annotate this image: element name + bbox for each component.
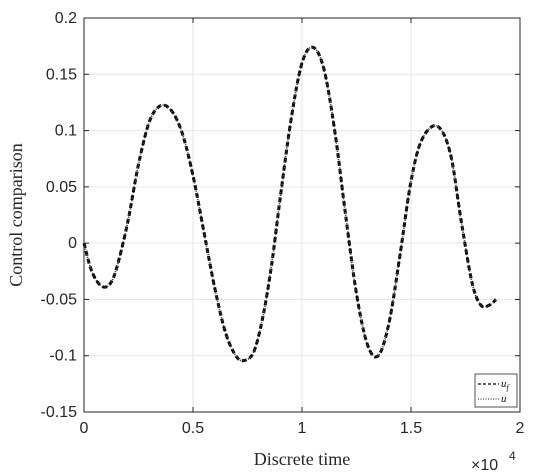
legend: uf u [474,373,518,408]
series-line-u [83,46,497,362]
x-exponent-base: ×10 [471,457,498,474]
ticks: 0 0.5 1 1.5 2 -0.15 -0.1 -0.05 0 0.05 0.1 0.15 0.2 [41,10,525,437]
legend-label-uf-sub: f [507,383,511,392]
x-tick-label: 1 [298,420,307,437]
grid [83,17,521,413]
y-tick-label: -0.05 [41,291,78,308]
y-tick-label: -0.15 [41,404,78,421]
x-tick-label: 1.5 [400,420,422,437]
x-tick-label: 0 [80,420,89,437]
y-tick-label: 0 [68,235,77,252]
y-tick-label: 0.1 [55,123,77,140]
x-tick-label: 2 [516,420,525,437]
legend-box [474,373,518,408]
x-tick-label: 0.5 [182,420,204,437]
legend-label-uf-base: u [501,378,507,390]
y-tick-label: 0.15 [46,66,77,83]
x-axis-label: Discrete time [254,449,350,469]
legend-label-u: u [501,393,507,405]
legend-label-uf: uf [501,378,511,392]
y-tick-label: -0.1 [49,348,77,365]
y-tick-label: 0.2 [55,10,77,27]
x-exponent: ×10 4 [471,449,516,474]
y-tick-label: 0.05 [46,179,77,196]
x-exponent-power: 4 [509,449,516,463]
series-layer [82,45,498,363]
y-axis-label: Control comparison [6,143,26,286]
